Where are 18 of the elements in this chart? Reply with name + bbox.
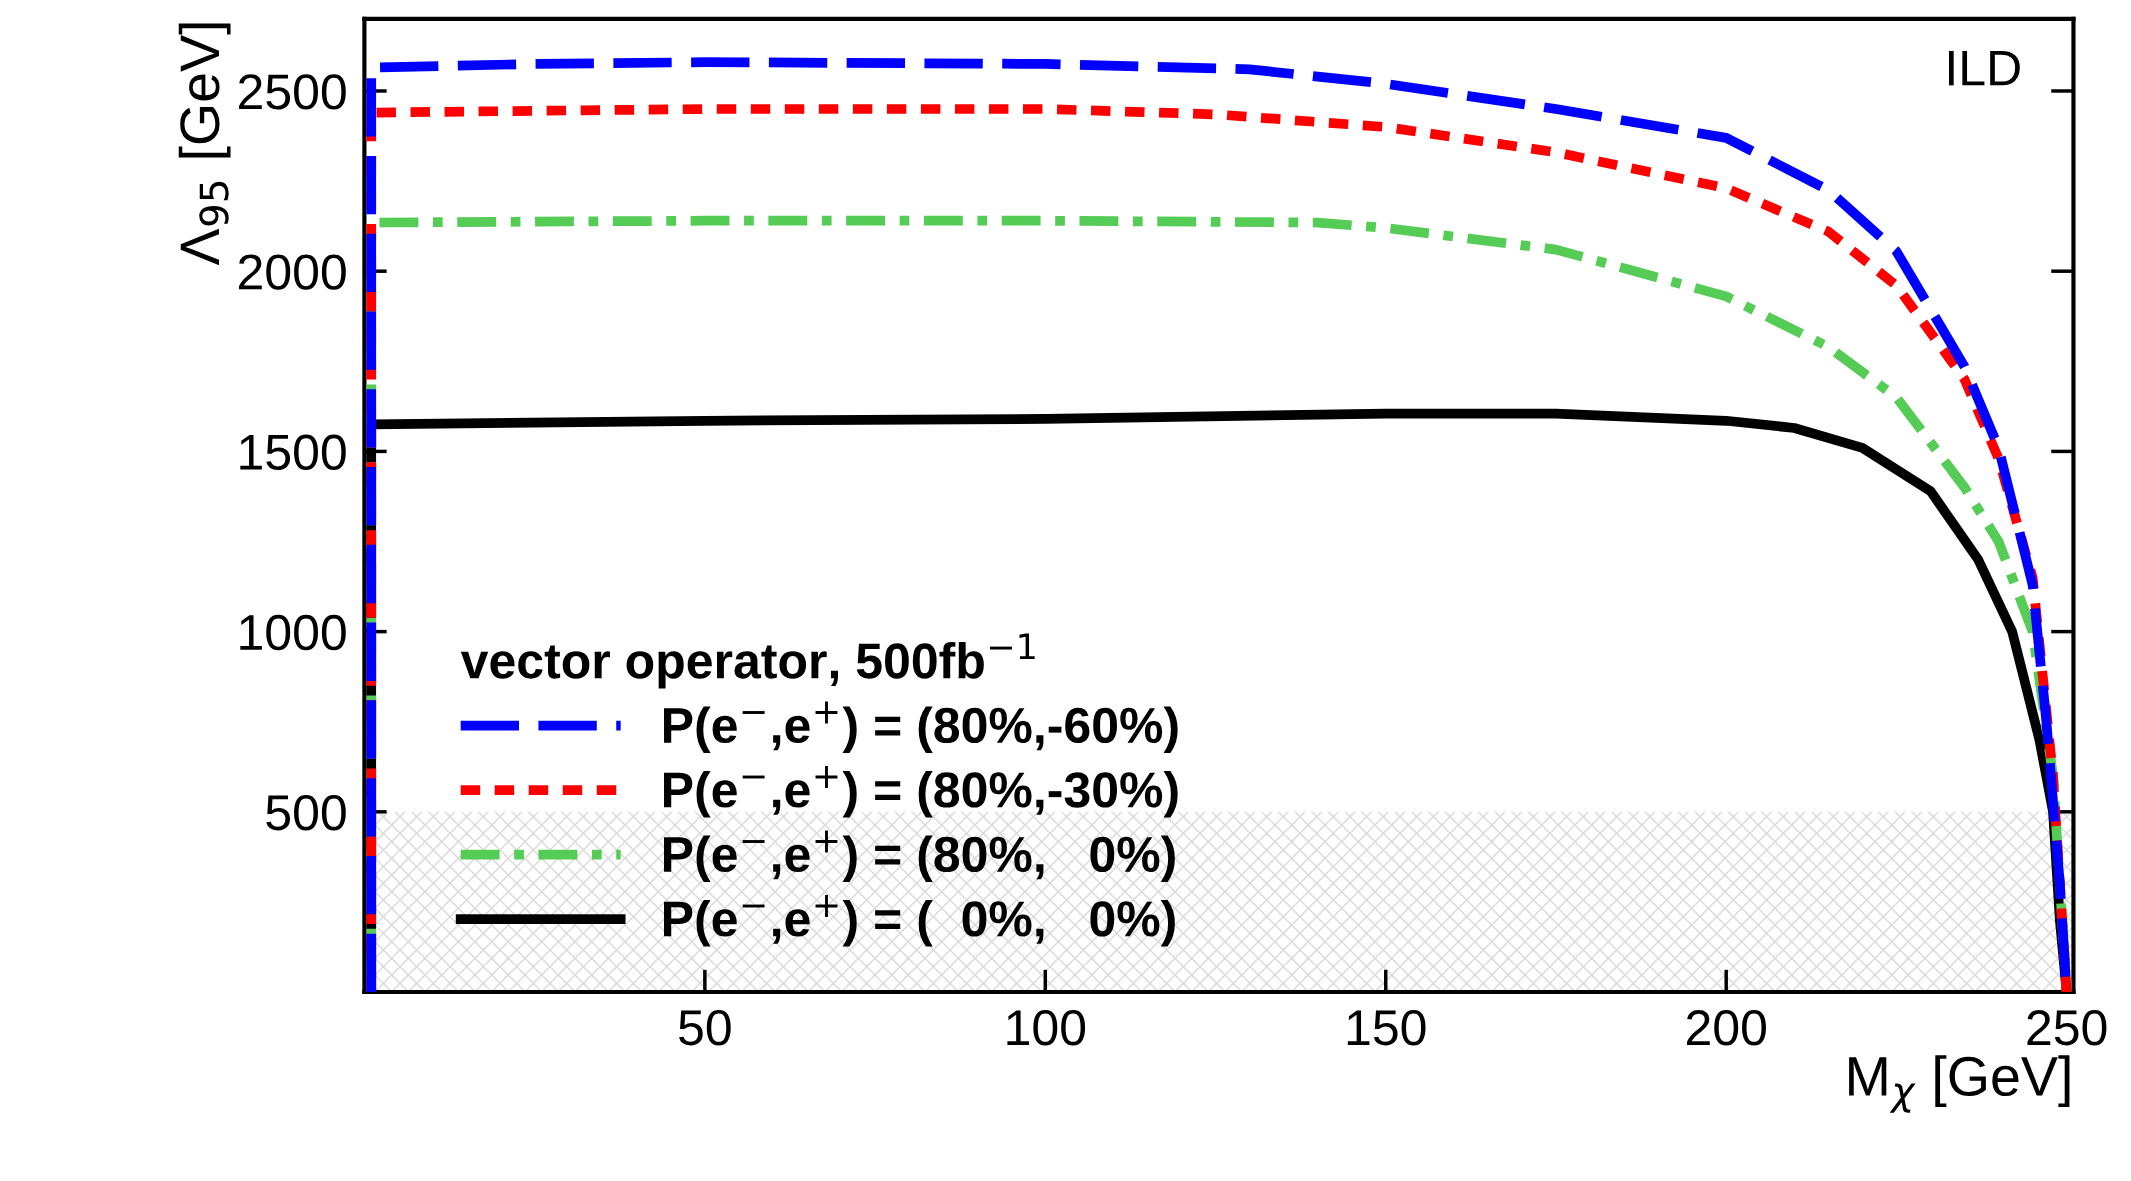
y-tick-label: 1000 [240,614,346,651]
y-tick-label: 2000 [239,254,346,290]
annotation: ILD [1949,50,2020,86]
legend-label: P(e$^{−}$,e$^{+}$) = (80%,-30%) [664,766,1178,818]
x-tick-label: 200 [1687,1010,1766,1046]
legend-title: vector operator, 500fb$^{−1}$ [460,633,1035,689]
y-axis-title: Λ$_{95}$ [GeV] [178,23,231,266]
legend-label: P(e$^{−}$,e$^{+}$) = (80%, 0%) [664,830,1175,882]
legend-label: P(e$^{−}$,e$^{+}$) = (80%,-60%) [664,701,1178,753]
y-tick-label: 2500 [239,74,346,110]
x-tick-label: 50 [679,1010,731,1046]
x-axis-title: M$_{χ}$ [GeV] [1849,1055,2070,1113]
x-tick-label: 150 [1347,1010,1426,1046]
x-tick-label: 100 [1007,1010,1086,1046]
legend-label: P(e$^{−}$,e$^{+}$) = ( 0%, 0%) [664,895,1175,947]
x-tick-label: 250 [2027,1010,2107,1046]
y-tick-label: 500 [266,795,346,831]
y-tick-label: 1500 [240,434,346,471]
